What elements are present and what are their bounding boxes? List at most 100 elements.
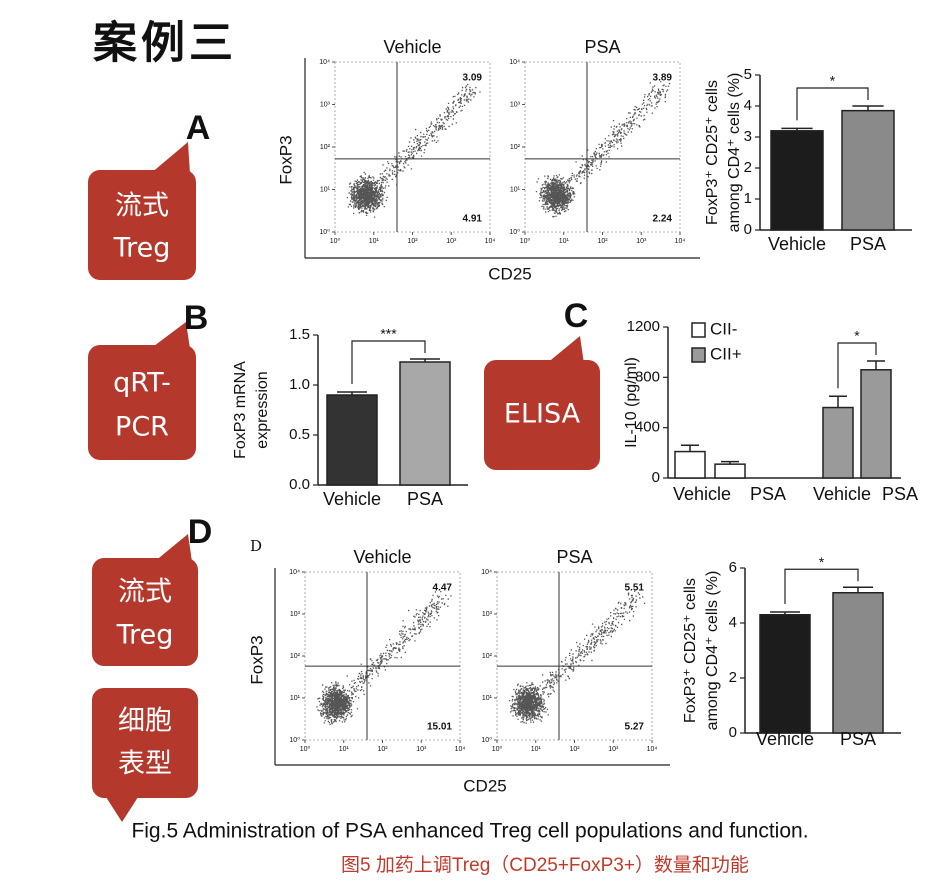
y-axis-label: among CD4⁺ cells (%) bbox=[704, 571, 721, 731]
bar bbox=[326, 394, 378, 486]
y-tick-label: 400 bbox=[635, 419, 660, 436]
y-tick-label: 1200 bbox=[627, 318, 660, 335]
y-tick-label: 10⁴ bbox=[319, 59, 330, 66]
quadrant-label: 5.27 bbox=[625, 722, 645, 733]
x-tick-label: 10² bbox=[407, 238, 418, 245]
quadrant-label: 15.01 bbox=[427, 722, 452, 733]
bar bbox=[674, 450, 706, 479]
quadrant-label: 4.91 bbox=[463, 214, 483, 225]
x-tick-label: Vehicle bbox=[756, 729, 814, 749]
x-tick-label: 10³ bbox=[416, 746, 427, 753]
callout-text: 流式 bbox=[115, 191, 169, 222]
quadrant-label: 4.47 bbox=[433, 583, 453, 594]
panel-letter: D bbox=[188, 513, 213, 551]
significance-label: * bbox=[830, 73, 836, 89]
y-tick-label: 10⁴ bbox=[509, 59, 520, 66]
x-tick-label: 10⁴ bbox=[675, 238, 686, 245]
y-tick-label: 10² bbox=[510, 144, 521, 151]
x-tick-label: 10³ bbox=[608, 746, 619, 753]
y-tick-label: 5 bbox=[744, 66, 752, 83]
y-tick-label: 0.0 bbox=[289, 476, 310, 493]
callout-text: ELISA bbox=[504, 399, 581, 430]
callout: ELISA bbox=[484, 336, 600, 470]
y-axis-label: FoxP3 mRNA bbox=[232, 361, 249, 459]
x-tick-label: 10² bbox=[569, 746, 580, 753]
callout-text: 细胞 bbox=[118, 706, 172, 737]
y-tick-label: 4 bbox=[744, 97, 752, 114]
plot-title: Vehicle bbox=[353, 547, 411, 567]
x-tick-label: 10³ bbox=[446, 238, 457, 245]
panel-letter: A bbox=[186, 109, 211, 147]
x-tick-label: PSA bbox=[882, 484, 918, 504]
plot-frame bbox=[524, 61, 681, 233]
significance-bracket bbox=[351, 340, 426, 384]
x-tick-label: 10⁰ bbox=[330, 237, 341, 245]
x-tick-label: Vehicle bbox=[813, 484, 871, 504]
bar bbox=[841, 109, 895, 231]
legend-label: CII- bbox=[710, 319, 737, 338]
x-axis-label: CD25 bbox=[488, 264, 531, 283]
significance-bracket bbox=[796, 87, 869, 121]
quadrant-label: 5.51 bbox=[625, 583, 645, 594]
callout-tail bbox=[546, 336, 584, 364]
callout-tail bbox=[104, 794, 140, 822]
x-tick-label: 10² bbox=[377, 746, 388, 753]
plot-title: Vehicle bbox=[383, 37, 441, 57]
x-tick-label: Vehicle bbox=[768, 234, 826, 254]
significance-bracket bbox=[784, 568, 859, 604]
legend-swatch bbox=[691, 347, 706, 363]
x-tick-label: 10⁰ bbox=[492, 745, 503, 753]
caption-cn: 图5 加药上调Treg（CD25+FoxP3+）数量和功能 bbox=[341, 854, 749, 876]
y-tick-label: 10² bbox=[290, 653, 301, 660]
quadrant-label: 2.24 bbox=[653, 214, 673, 225]
y-tick-label: 10¹ bbox=[482, 695, 493, 702]
callout-box bbox=[484, 360, 600, 470]
y-tick-label: 0 bbox=[744, 221, 752, 238]
y-tick-label: 2 bbox=[729, 669, 737, 686]
x-tick-label: PSA bbox=[840, 729, 876, 749]
y-tick-label: 10³ bbox=[320, 101, 331, 108]
callout-text: Treg bbox=[113, 233, 171, 264]
callout: 流式 Treg bbox=[88, 142, 196, 280]
callout: 流式 Treg bbox=[92, 534, 198, 666]
y-tick-label: 4 bbox=[729, 614, 737, 631]
y-axis-label: FoxP3 bbox=[247, 635, 266, 684]
y-axis-label: expression bbox=[254, 371, 271, 448]
y-tick-label: 10⁰ bbox=[319, 228, 330, 236]
y-tick-label: 3 bbox=[744, 128, 752, 145]
callout-text: 流式 bbox=[118, 577, 172, 608]
y-tick-label: 10⁰ bbox=[509, 228, 520, 236]
y-axis-label: IL-10 (pg/ml) bbox=[623, 357, 640, 448]
y-tick-label: 2 bbox=[744, 159, 752, 176]
x-tick-label: PSA bbox=[850, 234, 886, 254]
x-tick-label: 10⁴ bbox=[485, 238, 496, 245]
significance-label: *** bbox=[380, 326, 397, 342]
y-tick-label: 1.5 bbox=[289, 326, 310, 343]
x-tick-label: Vehicle bbox=[673, 484, 731, 504]
event-cloud bbox=[346, 84, 481, 218]
bar bbox=[759, 614, 811, 734]
panel-label: D bbox=[250, 537, 262, 555]
y-tick-label: 10¹ bbox=[290, 695, 301, 702]
callout: qRT- PCR bbox=[88, 322, 196, 460]
x-tick-label: 10⁴ bbox=[647, 746, 658, 753]
callout-text: Treg bbox=[116, 620, 174, 651]
y-axis-label: among CD4⁺ cells (%) bbox=[726, 73, 743, 233]
y-tick-label: 10² bbox=[482, 653, 493, 660]
plot-title: PSA bbox=[584, 37, 620, 57]
y-tick-label: 10⁰ bbox=[289, 736, 300, 744]
y-tick-label: 0 bbox=[652, 469, 660, 486]
x-tick-label: 10¹ bbox=[531, 746, 542, 753]
plot-title: PSA bbox=[556, 547, 592, 567]
quadrant-label: 3.89 bbox=[653, 73, 673, 84]
x-tick-label: 10⁰ bbox=[520, 237, 531, 245]
y-tick-label: 10³ bbox=[290, 611, 301, 618]
bar bbox=[822, 406, 854, 479]
y-tick-label: 10¹ bbox=[320, 186, 331, 193]
figure-title: 案例三 bbox=[93, 18, 237, 69]
callout-box bbox=[92, 688, 198, 798]
event-cloud bbox=[316, 591, 452, 726]
significance-label: * bbox=[819, 554, 825, 570]
y-tick-label: 10³ bbox=[482, 611, 493, 618]
